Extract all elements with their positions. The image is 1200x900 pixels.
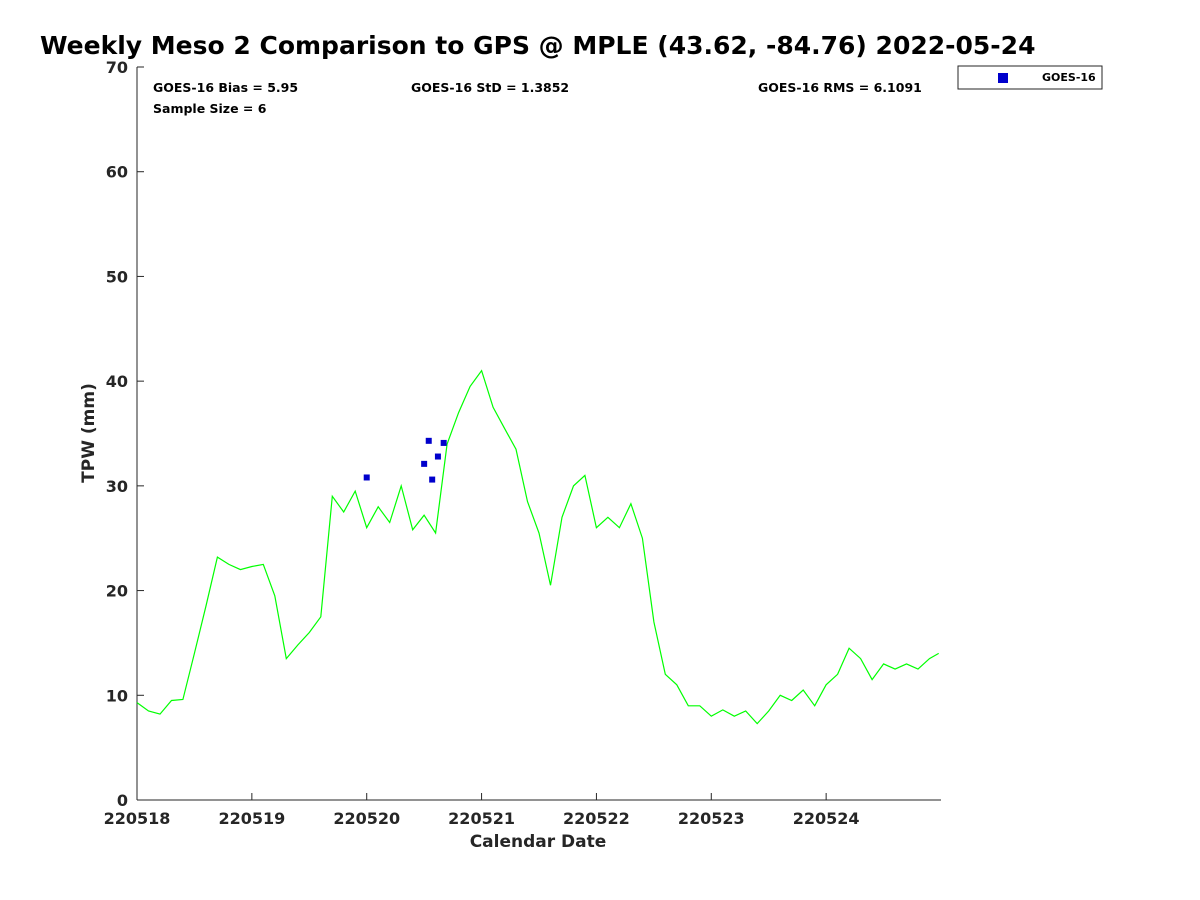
x-tick-label: 220524 <box>793 809 860 828</box>
y-ticks: 0 10 20 30 40 50 60 70 <box>106 58 144 810</box>
legend: GOES-16 <box>957 65 1103 90</box>
goes16-point <box>434 453 441 460</box>
goes16-point <box>440 439 447 446</box>
x-tick-label: 220523 <box>678 809 745 828</box>
y-tick-label: 40 <box>106 372 128 391</box>
goes16-point <box>425 437 432 444</box>
y-tick-label: 20 <box>106 582 128 601</box>
legend-label-goes16: GOES-16 <box>1042 71 1096 84</box>
y-tick-label: 70 <box>106 58 128 77</box>
y-tick-label: 50 <box>106 267 128 286</box>
y-tick-label: 60 <box>106 163 128 182</box>
y-tick-label: 10 <box>106 686 128 705</box>
y-tick-label: 0 <box>117 791 128 810</box>
rms-stat: GOES-16 RMS = 6.1091 <box>758 80 922 95</box>
stats-box: GOES-16 Bias = 5.95 GOES-16 StD = 1.3852… <box>153 80 922 116</box>
bias-stat: GOES-16 Bias = 5.95 <box>153 80 298 95</box>
x-tick-label: 220520 <box>333 809 400 828</box>
y-axis-label: TPW (mm) <box>79 383 99 483</box>
x-tick-label: 220519 <box>218 809 285 828</box>
y-tick-label: 30 <box>106 477 128 496</box>
x-ticks: 220518 220519 220520 220521 220522 220523 2205… <box>104 793 860 828</box>
goes16-point <box>429 476 436 483</box>
sample-size-stat: Sample Size = 6 <box>153 101 267 116</box>
chart-title: Weekly Meso 2 Comparison to GPS @ MPLE (… <box>40 31 1035 60</box>
x-tick-label: 220521 <box>448 809 515 828</box>
goes16-point <box>363 474 370 481</box>
series-layer <box>136 369 939 725</box>
gps-series-line <box>136 369 939 725</box>
goes16-point <box>421 460 428 467</box>
x-tick-label: 220518 <box>104 809 171 828</box>
x-axis-label: Calendar Date <box>470 832 607 852</box>
legend-marker-goes16 <box>998 73 1008 83</box>
x-tick-label: 220522 <box>563 809 630 828</box>
std-stat: GOES-16 StD = 1.3852 <box>411 80 569 95</box>
plot-area: 0 10 20 30 40 50 60 70 220518 220519 220520 220521… <box>104 58 941 828</box>
legend-box <box>957 65 1103 90</box>
